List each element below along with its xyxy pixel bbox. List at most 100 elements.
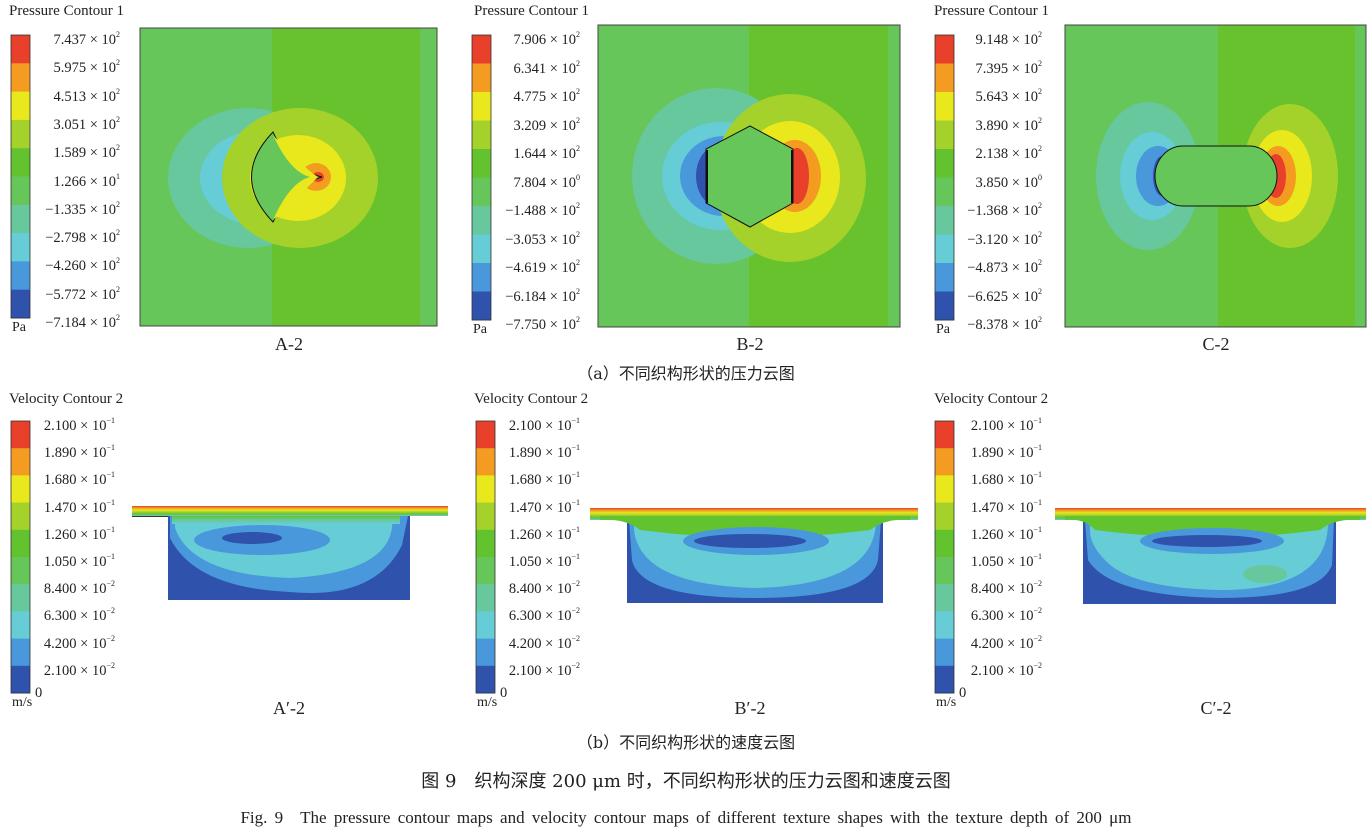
legend-color-band <box>935 234 954 264</box>
legend-value-exponent: 2 <box>1038 315 1042 324</box>
legend-color-band <box>11 63 30 93</box>
legend-value-base: × 10 <box>86 315 116 331</box>
legend-value-base: × 10 <box>76 554 107 570</box>
legend-value-mantissa: 1.050 <box>43 554 77 570</box>
legend-value-base: × 10 <box>1003 554 1034 570</box>
legend-value-base: × 10 <box>546 317 576 333</box>
legend-unit: m/s <box>477 695 498 710</box>
legend-value-exponent: −1 <box>571 552 580 561</box>
legend-value-exponent: −2 <box>106 660 115 670</box>
legend-tick-label: 4.775 × 102 <box>460 84 580 105</box>
legend-color-band <box>935 638 954 667</box>
legend-color-band <box>476 421 495 449</box>
legend-title: Pressure Contour 1 <box>474 3 589 19</box>
legend-value-base: × 10 <box>86 173 116 190</box>
legend-value-mantissa: −7.184 <box>45 315 87 331</box>
legend-value-exponent: −2 <box>571 606 580 616</box>
legend-value-base: × 10 <box>76 445 107 462</box>
legend-color-band <box>476 611 495 640</box>
legend-tick-label: −8.378 × 102 <box>922 312 1042 333</box>
legend-tick-label: 2.100 × 10−1 <box>460 413 580 434</box>
legend-value-exponent: 2 <box>116 256 120 266</box>
legend-color-band <box>472 206 491 235</box>
legend-value-mantissa: 3.209 <box>513 117 547 134</box>
legend-value-mantissa: 2.100 <box>43 418 77 434</box>
pressure-contour-plot-a <box>140 28 437 326</box>
legend-value-exponent: −1 <box>106 443 115 453</box>
legend-color-band <box>935 177 954 207</box>
legend-value-mantissa: 1.050 <box>970 554 1004 570</box>
legend-color-band <box>935 63 954 93</box>
legend-color-band <box>476 448 495 476</box>
legend-value-exponent: −1 <box>106 524 115 534</box>
legend-value-mantissa: 4.775 <box>513 89 547 105</box>
legend-value-base: × 10 <box>541 608 572 625</box>
legend-value-base: × 10 <box>1003 608 1034 625</box>
legend-tick-label: −6.184 × 102 <box>460 284 580 305</box>
legend-value-base: × 10 <box>76 499 107 516</box>
legend-value-base: × 10 <box>1003 445 1034 462</box>
legend-value-base: × 10 <box>541 554 572 570</box>
legend-value-base: × 10 <box>76 418 107 434</box>
legend-value-mantissa: 7.437 <box>53 32 87 48</box>
legend-tick-label: 5.643 × 102 <box>922 84 1042 105</box>
legend-color-band <box>476 665 495 694</box>
legend-color-band <box>476 638 495 667</box>
legend-color-band <box>476 529 495 558</box>
legend-color-band <box>935 149 954 178</box>
legend-color-band <box>935 92 954 121</box>
legend-colorbar-frame <box>10 34 31 319</box>
legend-value-exponent: −1 <box>1033 470 1042 480</box>
legend-tick-label: −1.488 × 102 <box>460 198 580 219</box>
legend-value-exponent: 2 <box>116 86 120 96</box>
subcaption-a: （a）不同织构形状的压力云图 <box>577 364 795 383</box>
legend-value-mantissa: 1.470 <box>43 499 77 516</box>
legend-value-base: × 10 <box>541 662 572 679</box>
legend-tick-label: 7.437 × 102 <box>0 27 120 48</box>
legend-value-mantissa: −7.750 <box>505 317 547 333</box>
legend-tick-label: 8.400 × 10−2 <box>922 576 1042 597</box>
legend-tick-label: 2.100 × 10−1 <box>0 413 115 434</box>
legend-value-base: × 10 <box>1003 662 1034 679</box>
legend-value-base: × 10 <box>546 32 576 48</box>
legend-value-exponent: 2 <box>116 58 120 68</box>
legend-value-base: × 10 <box>86 145 116 162</box>
legend-value-exponent: −1 <box>106 416 115 425</box>
legend-colorbar-frame <box>475 420 496 694</box>
legend-value-base: × 10 <box>1008 32 1038 48</box>
legend-value-base: × 10 <box>1008 146 1038 162</box>
legend-value-mantissa: −1.368 <box>967 203 1009 219</box>
legend-tick-label: −5.772 × 102 <box>0 282 120 303</box>
legend-value-base: × 10 <box>546 146 576 162</box>
legend-tick-label: 2.100 × 10−1 <box>922 413 1042 434</box>
legend-value-base: × 10 <box>1003 526 1034 543</box>
legend-value-mantissa: −5.772 <box>45 286 87 303</box>
legend-value-mantissa: 2.100 <box>508 418 542 434</box>
legend-value-base: × 10 <box>86 201 116 218</box>
legend-tick-label: 7.804 × 100 <box>460 170 580 191</box>
legend-value-mantissa: 1.470 <box>508 499 542 516</box>
plot-frame <box>597 24 901 328</box>
plot-frame <box>1064 24 1367 328</box>
legend-value-mantissa: 1.260 <box>970 526 1004 543</box>
legend-color-band <box>935 421 954 449</box>
legend-color-band <box>11 204 30 234</box>
legend-value-exponent: 2 <box>1038 258 1042 267</box>
legend-value-exponent: −1 <box>571 443 580 453</box>
legend-color-band <box>472 92 491 121</box>
legend-value-base: × 10 <box>76 472 107 489</box>
legend-value-mantissa: 1.890 <box>970 445 1004 462</box>
legend-value-mantissa: 1.266 <box>53 173 87 190</box>
legend-value-mantissa: 8.400 <box>43 581 77 598</box>
legend-colorbar-frame <box>10 420 31 694</box>
legend-color-band <box>472 35 491 64</box>
legend-value-base: × 10 <box>1008 203 1038 219</box>
legend-value-exponent: 2 <box>576 315 580 324</box>
legend-value-base: × 10 <box>546 231 576 248</box>
legend-color-band <box>11 529 30 558</box>
legend-value-exponent: −2 <box>1033 660 1042 670</box>
legend-value-base: × 10 <box>86 230 116 247</box>
legend-color-band <box>11 638 30 667</box>
legend-value-exponent: 2 <box>576 87 580 96</box>
legend-value-exponent: 2 <box>116 199 120 209</box>
